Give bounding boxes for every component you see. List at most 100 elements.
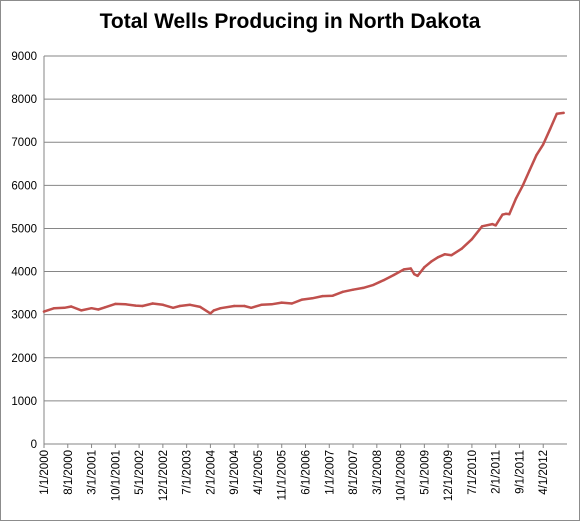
- data-point: [124, 303, 127, 306]
- y-tick-label: 1000: [11, 396, 37, 408]
- data-point: [351, 288, 355, 291]
- data-point: [219, 307, 222, 310]
- y-tick-label: 5000: [11, 223, 37, 235]
- x-tick-label: 12/1/2009: [443, 450, 455, 501]
- data-point: [372, 283, 375, 287]
- data-point: [331, 294, 334, 297]
- data-point: [209, 312, 212, 315]
- data-point: [321, 294, 324, 298]
- data-point: [508, 213, 511, 216]
- x-tick-label: 2/1/2004: [205, 449, 217, 494]
- data-point: [501, 213, 504, 216]
- x-tick-label: 4/1/2012: [538, 450, 550, 495]
- data-point: [460, 247, 463, 250]
- data-point: [528, 169, 531, 172]
- data-point: [151, 302, 154, 305]
- data-point: [290, 302, 294, 305]
- data-point: [243, 304, 246, 308]
- data-point: [362, 286, 365, 290]
- data-point: [535, 154, 538, 157]
- data-point: [542, 143, 545, 146]
- y-tick-label: 0: [31, 439, 37, 451]
- data-point: [480, 225, 484, 228]
- data-point: [233, 304, 236, 308]
- data-point: [260, 303, 263, 306]
- y-tick-label: 8000: [11, 94, 37, 106]
- chart-title: Total Wells Producing in North Dakota: [99, 10, 481, 33]
- x-tick-labels: 1/1/2000 8/1/2000 3/1/2001 10/1/2001 5/1/200…: [39, 449, 550, 501]
- data-point: [402, 268, 406, 271]
- data-point: [392, 273, 395, 277]
- data-point: [491, 222, 494, 226]
- data-point: [212, 309, 215, 312]
- x-tick-label: 9/1/2011: [514, 450, 526, 494]
- data-point: [42, 310, 46, 313]
- data-point: [436, 256, 440, 259]
- data-point: [63, 306, 66, 309]
- data-point: [430, 260, 433, 263]
- data-point: [103, 306, 107, 309]
- data-point: [280, 301, 283, 304]
- x-tick-label: 10/1/2008: [396, 450, 408, 501]
- x-tick-label: 4/1/2005: [253, 450, 265, 495]
- x-tick-label: 12/1/2002: [158, 450, 170, 501]
- data-point: [470, 238, 474, 241]
- gridlines: [44, 55, 567, 402]
- data-point: [521, 184, 525, 187]
- data-point: [311, 297, 314, 300]
- y-tick-label: 2000: [11, 353, 37, 365]
- data-point: [450, 254, 453, 257]
- x-tick-label: 10/1/2001: [110, 450, 122, 501]
- x-tick-label: 2/1/2011: [491, 450, 503, 494]
- data-point: [141, 304, 144, 308]
- x-tick-label: 1/1/2000: [39, 450, 51, 495]
- x-tick-label: 7/1/2003: [182, 450, 194, 495]
- series-layer: [42, 111, 565, 315]
- x-tick-label: 9/1/2004: [229, 449, 241, 494]
- data-point: [188, 303, 192, 306]
- data-point: [53, 307, 56, 310]
- data-point: [504, 212, 508, 215]
- data-point: [171, 306, 175, 309]
- data-point: [250, 306, 253, 309]
- y-tick-label: 9000: [11, 51, 37, 63]
- data-point: [97, 308, 100, 311]
- data-point: [423, 266, 426, 269]
- x-tick-label: 5/1/2002: [134, 450, 146, 495]
- x-tick-label: 8/1/2007: [348, 450, 360, 495]
- data-point: [514, 197, 518, 200]
- data-point: [382, 279, 385, 282]
- data-point: [134, 304, 137, 307]
- data-point: [80, 309, 83, 312]
- data-point: [548, 128, 552, 131]
- y-tick-label: 6000: [11, 180, 37, 192]
- x-tick-label: 11/1/2005: [277, 450, 289, 500]
- x-tick-label: 1/1/2007: [324, 450, 336, 495]
- x-tick-label: 6/1/2006: [301, 450, 313, 495]
- data-point: [161, 303, 165, 306]
- data-point: [341, 290, 345, 293]
- y-tick-label: 7000: [11, 137, 37, 149]
- x-tick-label: 3/1/2001: [87, 450, 99, 495]
- data-point: [416, 274, 419, 278]
- series-line: [42, 111, 565, 315]
- data-point: [409, 267, 412, 270]
- axes: [43, 56, 567, 448]
- data-point: [300, 298, 304, 301]
- data-point: [443, 253, 446, 256]
- y-tick-labels: 0 1000 2000 3000 4000 5000 6000 7000 8000 9000: [11, 51, 37, 451]
- data-point: [114, 302, 117, 306]
- data-point: [199, 305, 202, 309]
- y-tick-label: 3000: [11, 310, 37, 322]
- data-point: [178, 304, 181, 308]
- data-point: [562, 111, 565, 115]
- data-point: [270, 303, 273, 306]
- data-point: [70, 305, 73, 308]
- data-point: [90, 307, 93, 310]
- x-tick-label: 5/1/2009: [419, 450, 431, 495]
- data-point: [494, 224, 497, 227]
- y-tick-label: 4000: [11, 267, 37, 279]
- data-point: [555, 112, 558, 116]
